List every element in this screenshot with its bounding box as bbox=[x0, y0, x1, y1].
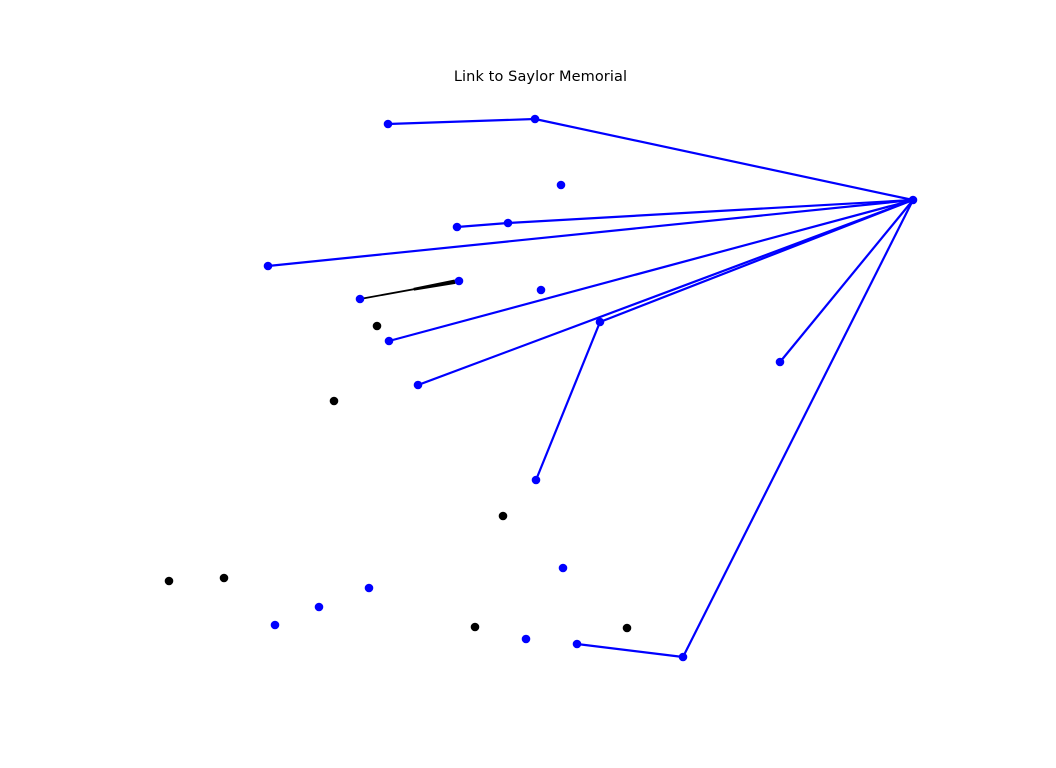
node-n13 bbox=[414, 381, 423, 390]
edge-n28-n29 bbox=[577, 644, 683, 657]
node-n10 bbox=[373, 322, 382, 331]
node-n29 bbox=[679, 653, 688, 662]
node-n1 bbox=[384, 120, 393, 129]
edge-n2-hub bbox=[535, 119, 913, 200]
node-n28 bbox=[573, 640, 582, 649]
node-n16 bbox=[532, 476, 541, 485]
node-n19 bbox=[165, 577, 174, 586]
node-n17 bbox=[499, 512, 508, 521]
node-n9 bbox=[455, 277, 464, 286]
node-n20 bbox=[220, 574, 229, 583]
node-n18 bbox=[559, 564, 568, 573]
edge-n5-n6 bbox=[457, 223, 508, 227]
node-n23 bbox=[271, 621, 280, 630]
node-n15 bbox=[330, 397, 339, 406]
node-n5 bbox=[453, 223, 462, 232]
edge-n16-n12 bbox=[536, 322, 600, 480]
node-n21 bbox=[365, 584, 374, 593]
nodes-layer bbox=[165, 115, 918, 662]
node-n24 bbox=[471, 623, 480, 632]
edge-n29-hub bbox=[683, 200, 913, 657]
edge-n13-hub bbox=[418, 200, 913, 385]
node-n4 bbox=[557, 181, 566, 190]
node-n22 bbox=[315, 603, 324, 612]
node-n2 bbox=[531, 115, 540, 124]
node-n14 bbox=[776, 358, 785, 367]
edge-n1-n2 bbox=[388, 119, 535, 124]
node-hub bbox=[909, 196, 918, 205]
edge-n6-hub bbox=[508, 200, 913, 223]
edge-n12-hub bbox=[600, 200, 913, 322]
edge-arrowhead bbox=[413, 280, 455, 291]
node-n25 bbox=[522, 635, 531, 644]
node-n7 bbox=[264, 262, 273, 271]
edge-n11-hub bbox=[389, 200, 913, 341]
node-n12 bbox=[596, 318, 605, 327]
node-n11 bbox=[385, 337, 394, 346]
node-n6 bbox=[504, 219, 513, 228]
node-n8 bbox=[356, 295, 365, 304]
node-n26 bbox=[537, 286, 546, 295]
edge-n7-hub bbox=[268, 200, 913, 266]
edges-layer bbox=[268, 119, 913, 657]
node-n27 bbox=[623, 624, 632, 633]
